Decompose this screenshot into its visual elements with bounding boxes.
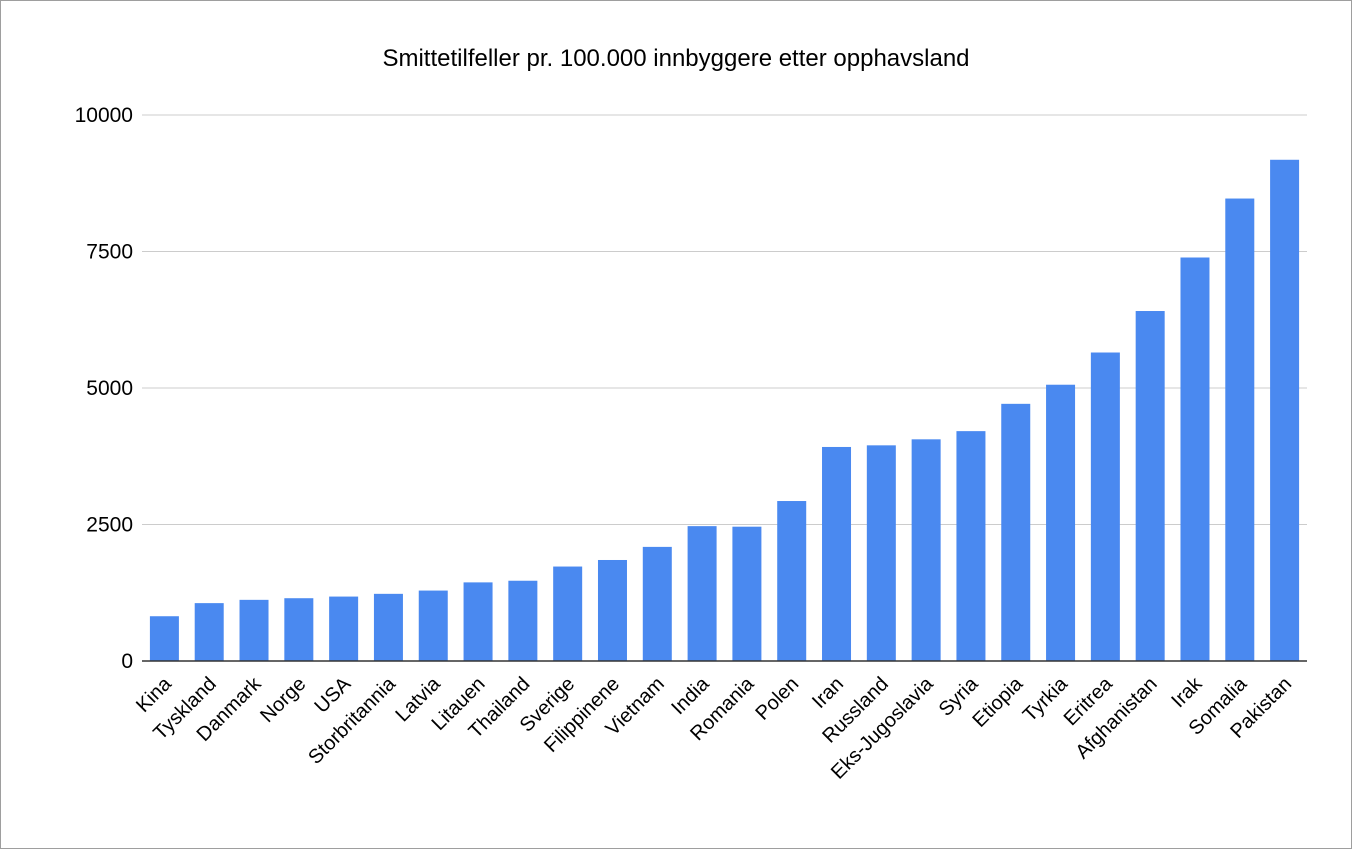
bar-romania	[732, 526, 762, 661]
bar-tyrkia	[1046, 384, 1076, 661]
bars	[149, 159, 1300, 661]
bar-eritrea	[1090, 352, 1120, 661]
bar-eks-jugoslavia	[911, 439, 941, 661]
bar-tyskland	[194, 603, 224, 661]
bar-norge	[284, 598, 314, 661]
bar-sverige	[553, 566, 583, 661]
bar-pakistan	[1270, 159, 1300, 661]
bar-afghanistan	[1135, 311, 1165, 661]
bar-iran	[822, 446, 852, 661]
y-tick-label: 5000	[86, 377, 133, 400]
bar-latvia	[418, 590, 448, 661]
x-tick-label: Etiopia	[968, 672, 1027, 731]
y-axis-ticks: 0 2500 5000 7500 10000	[75, 104, 133, 673]
bar-vietnam	[642, 546, 672, 661]
bar-syria	[956, 431, 986, 661]
chart-title: Smittetilfeller pr. 100.000 innbyggere e…	[382, 45, 969, 72]
y-tick-label: 7500	[86, 241, 133, 264]
y-tick-label: 0	[121, 650, 133, 673]
bar-thailand	[508, 580, 538, 661]
bar-danmark	[239, 599, 269, 661]
bar-russland	[866, 445, 896, 661]
y-tick-label: 2500	[86, 514, 133, 537]
bar-storbritannia	[373, 593, 403, 661]
x-tick-label: Polen	[752, 673, 804, 725]
bar-litauen	[463, 582, 493, 661]
x-tick-label: Norge	[256, 673, 310, 727]
bar-polen	[777, 501, 807, 661]
bar-etiopia	[1001, 403, 1031, 661]
bar-irak	[1180, 257, 1210, 661]
bar-usa	[329, 596, 359, 661]
bar-kina	[149, 616, 179, 661]
gridlines	[142, 114, 1307, 525]
bar-india	[687, 526, 717, 661]
bar-filippinene	[597, 559, 627, 661]
y-tick-label: 10000	[75, 104, 133, 127]
bar-somalia	[1225, 198, 1255, 661]
